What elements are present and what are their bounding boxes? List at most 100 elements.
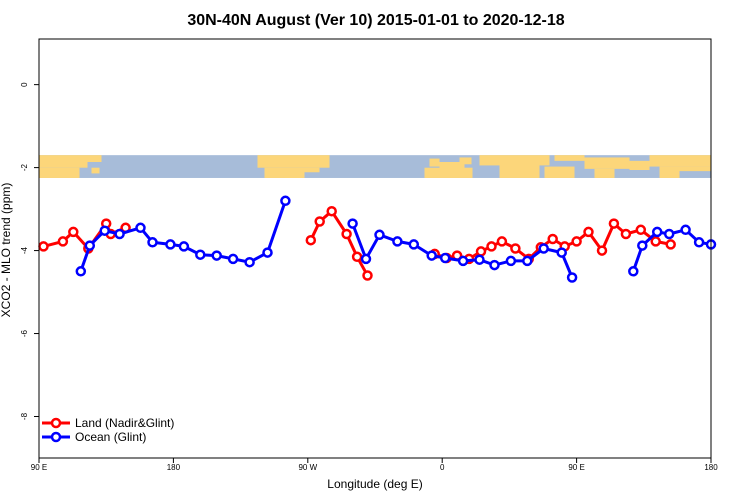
data-point [99, 225, 110, 236]
data-point [556, 247, 567, 258]
data-point [326, 205, 337, 217]
y-axis-label: XCO2 - MLO trend (ppm) [0, 183, 13, 318]
data-point [566, 272, 578, 283]
x-tick-label: 180 [167, 463, 181, 472]
data-point [596, 245, 608, 256]
map-band [39, 155, 711, 178]
map-land [429, 158, 440, 167]
data-point [211, 250, 222, 261]
data-point [147, 237, 158, 248]
data-point [457, 255, 469, 267]
map-land [629, 160, 650, 170]
data-point [505, 255, 517, 267]
data-point [360, 253, 372, 265]
map-land [499, 164, 540, 178]
data-point [547, 233, 558, 245]
data-point [178, 241, 190, 252]
map-land [459, 157, 472, 165]
data-point [408, 239, 420, 250]
data-point [227, 253, 239, 265]
series-land [38, 205, 676, 281]
data-point [314, 216, 325, 227]
map-land [257, 155, 330, 168]
data-point [665, 239, 676, 250]
map-land [679, 166, 711, 172]
data-point [68, 226, 79, 238]
map-land [594, 168, 615, 178]
data-point [680, 224, 691, 236]
data-point [571, 236, 582, 247]
data-point [362, 270, 373, 281]
data-point [663, 228, 675, 240]
data-point [347, 218, 358, 229]
data-point [262, 247, 273, 258]
data-point [75, 266, 87, 277]
series-layer [38, 195, 717, 283]
data-point [522, 255, 533, 267]
data-point [84, 240, 96, 251]
map-land [659, 166, 680, 178]
map-land [304, 167, 320, 173]
data-point [650, 236, 661, 247]
map-land [87, 155, 102, 163]
map-land [39, 167, 80, 178]
legend-marker-land [50, 417, 62, 429]
legend: Land (Nadir&Glint) Ocean (Glint) [40, 412, 190, 446]
map-land [39, 155, 88, 168]
data-point [693, 237, 705, 248]
legend-marker-ocean [50, 431, 62, 443]
data-point [489, 259, 500, 271]
data-point [244, 256, 255, 268]
data-point [135, 222, 146, 234]
map-land [554, 155, 585, 161]
x-tick-label: 180 [704, 463, 718, 472]
map-land [91, 167, 100, 174]
map-land [649, 155, 711, 167]
y-tick-label: -4 [20, 246, 29, 254]
map-land [284, 171, 303, 178]
legend-box [40, 412, 190, 446]
data-point [628, 266, 639, 277]
data-point [374, 229, 385, 241]
data-point [651, 226, 663, 238]
x-tick-label: 0 [440, 463, 445, 472]
data-point [475, 246, 487, 257]
chart-title: 30N-40N August (Ver 10) 2015-01-01 to 20… [187, 12, 564, 29]
data-point [351, 251, 363, 263]
legend-label-land: Land (Nadir&Glint) [75, 416, 174, 430]
data-point [305, 234, 317, 246]
map-land [439, 162, 465, 170]
data-point [341, 228, 352, 240]
x-axis-label: Longitude (deg E) [327, 477, 422, 491]
data-point [486, 241, 497, 252]
data-point [439, 252, 451, 264]
legend-label-ocean: Ocean (Glint) [75, 430, 146, 444]
x-tick-label: 90 E [568, 463, 584, 472]
data-point [474, 254, 485, 265]
data-point [635, 224, 647, 236]
plot-frame [38, 38, 712, 459]
y-tick-label: -6 [20, 329, 29, 337]
data-point [620, 228, 632, 240]
data-point [496, 236, 508, 247]
y-tick-label: -8 [20, 412, 29, 420]
map-land [479, 155, 550, 166]
series-ocean [75, 195, 717, 283]
data-point [637, 240, 648, 251]
data-point [165, 239, 176, 250]
data-point [57, 236, 69, 247]
data-point [280, 195, 291, 207]
x-tick-label: 90 W [298, 463, 317, 472]
data-point [583, 226, 594, 238]
x-tick-label: 90 E [31, 463, 47, 472]
data-point [195, 249, 206, 260]
map-land [584, 157, 630, 169]
y-tick-label: 0 [20, 82, 29, 87]
map-land [544, 166, 575, 178]
y-axis: 0 -2 -4 -6 -8 [20, 82, 39, 420]
map-land [424, 167, 473, 178]
data-point [392, 236, 403, 247]
data-point [114, 228, 125, 240]
data-point [510, 243, 521, 254]
